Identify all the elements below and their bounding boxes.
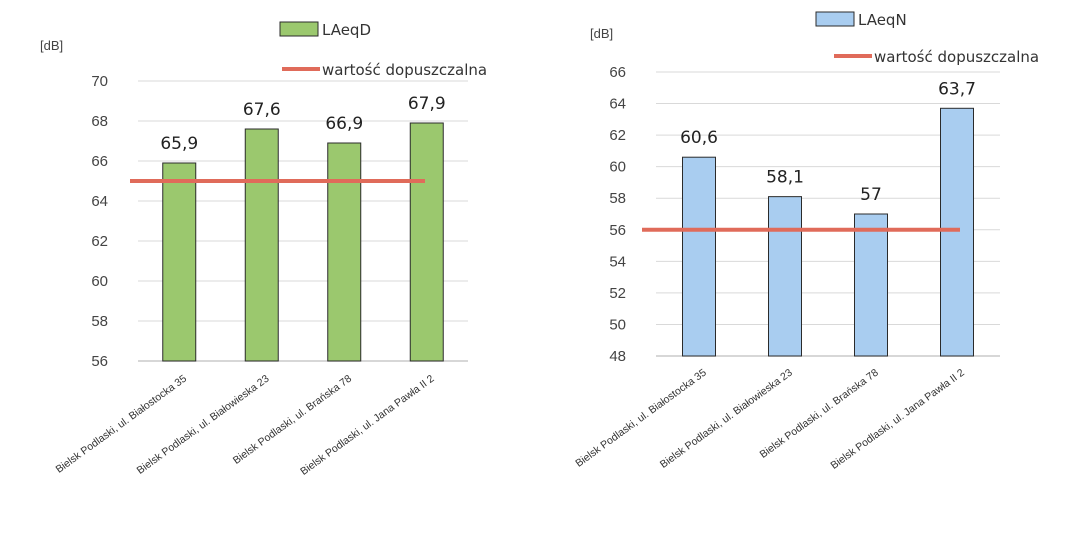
data-label: 65,9 [160, 134, 198, 154]
category-label: Bielsk Podlaski, ul. Białowieska 23 [658, 367, 795, 471]
y-tick-label: 62 [91, 233, 108, 250]
chart-laeqn: 48 50 52 54 56 58 60 62 64 66 [dB] 60,6 Bielsk Podla… [573, 11, 1039, 472]
legend-swatch-series [279, 21, 319, 37]
bar [162, 162, 197, 362]
y-tick-label: 60 [91, 273, 108, 290]
chart-laeqd: 56 58 60 62 64 66 68 70 [dB] 65,9 Bielsk Podlaski,… [40, 21, 487, 478]
y-tick-label: 66 [609, 64, 626, 81]
bar [327, 142, 362, 362]
y-tick-label: 56 [609, 222, 626, 239]
legend-label-series: LAeqN [858, 11, 907, 29]
y-tick-label: 68 [91, 113, 108, 130]
data-label: 67,9 [408, 94, 446, 114]
y-tick-label: 60 [609, 159, 626, 176]
legend-label-series: LAeqD [322, 21, 371, 39]
data-label: 67,6 [243, 100, 281, 120]
y-tick-label: 62 [609, 127, 626, 144]
y-tick-label: 58 [609, 190, 626, 207]
bar [768, 196, 802, 357]
category-label: Bielsk Podlaski, ul. Białostocka 35 [54, 373, 190, 476]
legend-label-reference: wartość dopuszczalna [874, 48, 1039, 66]
data-label: 66,9 [325, 114, 363, 134]
bar [682, 156, 716, 357]
y-tick-label: 56 [91, 353, 108, 370]
category-label: Bielsk Podlaski, ul. Jana Pawła II 2 [298, 373, 436, 478]
data-label: 58,1 [766, 168, 804, 188]
y-axis-unit-label: [dB] [40, 38, 63, 53]
y-tick-label: 52 [609, 285, 626, 302]
y-tick-label: 70 [91, 73, 108, 90]
y-tick-label: 54 [609, 253, 626, 270]
category-label: Bielsk Podlaski, ul. Białostocka 35 [573, 367, 709, 470]
y-tick-label: 48 [609, 348, 626, 365]
y-tick-label: 50 [609, 316, 626, 333]
category-label: Bielsk Podlaski, ul. Jana Pawła II 2 [828, 367, 966, 472]
y-tick-label: 64 [609, 96, 626, 113]
y-tick-label: 64 [91, 193, 108, 210]
data-label: 57 [860, 185, 882, 205]
legend-label-reference: wartość dopuszczalna [322, 61, 487, 79]
category-label: Bielsk Podlaski, ul. Białowieska 23 [135, 373, 272, 477]
y-axis-unit-label: [dB] [590, 26, 613, 41]
bar [854, 213, 888, 357]
y-tick-label: 58 [91, 313, 108, 330]
data-label: 60,6 [680, 128, 718, 148]
bar [940, 107, 974, 357]
bar [409, 122, 444, 362]
legend-swatch-series [815, 11, 855, 27]
data-label: 63,7 [938, 79, 976, 99]
bar [244, 128, 279, 362]
y-tick-label: 66 [91, 153, 108, 170]
